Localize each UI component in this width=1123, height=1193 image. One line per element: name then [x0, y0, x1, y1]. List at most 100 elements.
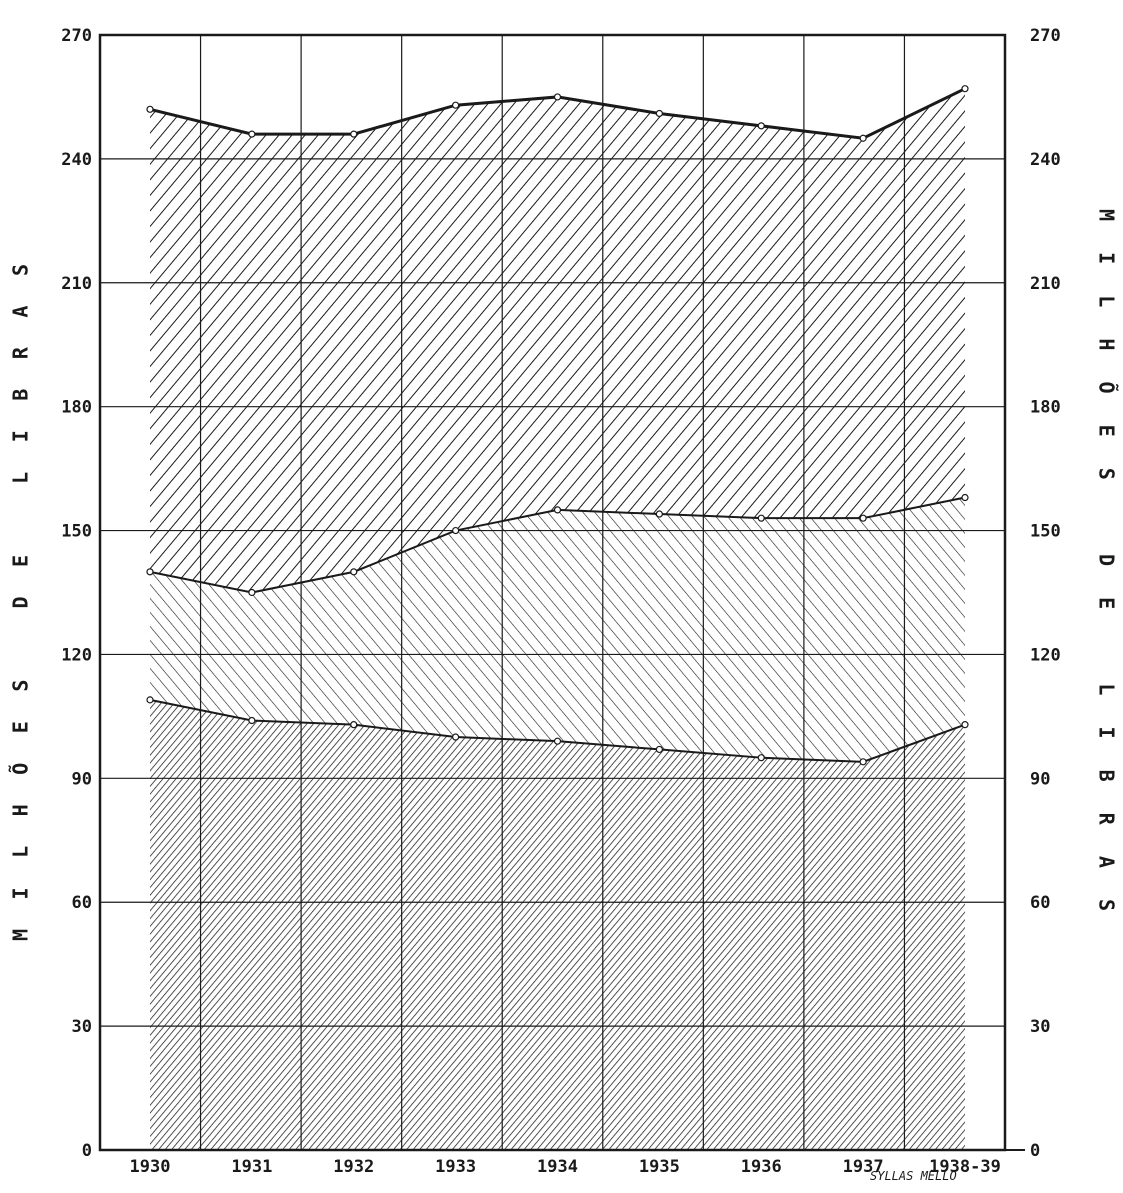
data-point [655, 109, 663, 118]
axis-title-char: E [9, 721, 33, 733]
data-point [248, 130, 256, 138]
axis-title-char: E [1095, 597, 1119, 609]
data-point [553, 737, 562, 745]
axis-title-char: I [9, 430, 33, 442]
axis-title-char: A [9, 306, 33, 318]
data-point [859, 758, 867, 766]
data-point [961, 721, 969, 729]
axis-title-char: I [1095, 252, 1119, 264]
x-tick-label: 1933 [435, 1157, 476, 1177]
x-tick-label: 1932 [333, 1157, 374, 1177]
y-tick-label-left: 270 [61, 26, 92, 46]
axis-title-char: S [1095, 899, 1119, 911]
y-tick-label-right: 180 [1030, 398, 1061, 418]
y-tick-label-right: 0 [1030, 1141, 1040, 1161]
data-point [350, 721, 358, 729]
y-axis-title-right: M I L H Õ E S D E L I B R A S [1095, 209, 1119, 911]
x-tick-label: 1931 [231, 1157, 272, 1177]
axis-title-char: E [1095, 425, 1119, 437]
data-point [655, 745, 663, 754]
y-tick-label-right: 90 [1030, 769, 1050, 789]
y-tick-label-left: 0 [82, 1141, 92, 1161]
y-tick-label-right: 270 [1030, 26, 1061, 46]
data-point [757, 754, 765, 762]
axis-titles: M I L H Õ E S D E L I B R A S M I L H Õ E S D E L I B R A S [9, 209, 1119, 941]
axis-title-char: A [1095, 856, 1119, 868]
y-tick-label-left: 210 [61, 274, 92, 294]
y-tick-label-left: 240 [61, 150, 92, 170]
grid [100, 35, 1005, 1150]
tick-labels: 0 0 30 30 60 60 90 90 120 120 150 150 180 180 210 210 24… [61, 26, 1060, 1161]
data-point [757, 514, 765, 522]
y-tick-label-right: 120 [1030, 645, 1061, 665]
data-point [859, 514, 867, 522]
axis-title-char: M [1095, 209, 1119, 221]
axis-title-char: E [9, 555, 33, 567]
y-tick-label-right: 60 [1030, 893, 1050, 913]
axis-title-char: Õ [9, 763, 33, 775]
axis-title-char: S [9, 680, 33, 692]
y-axis-title-left: M I L H Õ E S D E L I B R A S [9, 264, 33, 941]
data-point [146, 696, 154, 704]
y-tick-label-right: 210 [1030, 274, 1061, 294]
axis-title-char: S [1095, 468, 1119, 480]
x-tick-label: 1935 [639, 1157, 680, 1177]
data-point [757, 122, 765, 130]
y-tick-label-right: 30 [1030, 1017, 1050, 1037]
credit-label: SYLLAS MELLO [870, 1169, 957, 1183]
data-point [452, 101, 460, 109]
data-point [553, 506, 562, 514]
y-tick-label-left: 150 [61, 522, 92, 542]
data-point [146, 105, 154, 113]
y-tick-label-left: 90 [72, 769, 92, 789]
plot-frame [98, 33, 1025, 1152]
y-tick-label-left: 30 [72, 1017, 92, 1037]
area-layers [150, 88, 965, 1151]
axis-title-char: B [1095, 770, 1119, 782]
data-point [350, 568, 358, 576]
axis-title-char: H [1095, 338, 1119, 350]
axis-title-char: I [9, 887, 33, 899]
axis-title-char: S [9, 264, 33, 276]
data-point [248, 716, 256, 725]
axis-title-char: R [9, 346, 33, 359]
x-tick-label: 1930 [130, 1157, 171, 1177]
data-point [553, 93, 562, 101]
x-tick-label: 1934 [537, 1157, 578, 1177]
data-point [655, 510, 663, 518]
data-point [350, 130, 358, 138]
area-layer-bottom [150, 699, 965, 1150]
data-point [961, 85, 969, 93]
axis-title-char: L [9, 472, 33, 484]
plot-border [98, 33, 1007, 1152]
axis-title-char: Õ [1095, 381, 1119, 393]
y-tick-label-left: 60 [72, 893, 92, 913]
axis-title-char: H [9, 804, 33, 816]
x-tick-label: 1937 [843, 1157, 884, 1177]
y-tick-label-right: 240 [1030, 150, 1061, 170]
axis-title-char: R [1095, 813, 1119, 826]
axis-title-char: I [1095, 726, 1119, 738]
axis-title-char: L [9, 846, 33, 858]
y-tick-label-left: 180 [61, 398, 92, 418]
data-point [452, 526, 460, 535]
axis-title-char: D [1095, 554, 1119, 566]
x-tick-label: 1936 [741, 1157, 782, 1177]
data-point [961, 493, 969, 502]
data-point [859, 134, 867, 142]
y-tick-label-left: 120 [61, 645, 92, 665]
series-lines [146, 85, 969, 766]
x-tick-label: 1938-39 [929, 1157, 1001, 1177]
axis-title-char: M [9, 929, 33, 941]
axis-title-char: L [1095, 683, 1119, 695]
axis-title-char: L [1095, 295, 1119, 307]
data-point [452, 733, 460, 741]
data-point [146, 568, 154, 576]
y-tick-label-right: 150 [1030, 522, 1061, 542]
axis-title-char: B [9, 389, 33, 401]
category-labels: 1930 1931 1932 1933 1934 1935 1936 1937 1938-39 [130, 1157, 1001, 1177]
axis-title-char: D [9, 596, 33, 608]
data-point [248, 588, 256, 597]
